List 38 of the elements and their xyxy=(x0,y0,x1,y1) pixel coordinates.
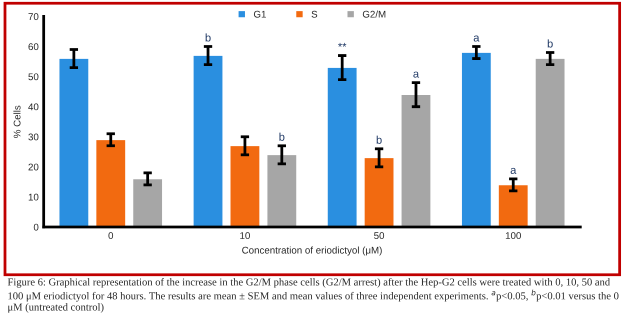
legend-label: G1 xyxy=(254,10,266,18)
x-tick-label: 10 xyxy=(240,232,250,240)
data-label: a xyxy=(413,72,420,78)
bar xyxy=(327,67,358,228)
y-tick-label: 20 xyxy=(28,164,38,170)
data-label: b xyxy=(376,136,382,144)
x-axis-title: Concentration of eriodictyol (μM) xyxy=(242,246,382,256)
y-tick-label: 50 xyxy=(28,73,38,80)
y-tick-label: 60 xyxy=(28,43,38,50)
bar xyxy=(58,58,89,228)
bar xyxy=(400,94,432,228)
data-label: a xyxy=(474,35,480,42)
bar xyxy=(364,157,394,228)
data-label: ** xyxy=(338,42,346,47)
bar xyxy=(132,178,163,228)
bar xyxy=(96,139,126,228)
legend-label: G2/M xyxy=(362,10,386,18)
y-tick-label: 70 xyxy=(28,13,38,20)
legend-label: S xyxy=(312,10,318,18)
bar xyxy=(498,184,528,228)
bar xyxy=(535,58,566,228)
y-tick-label: 40 xyxy=(28,103,38,110)
data-label: b xyxy=(279,132,284,141)
bar xyxy=(230,145,260,228)
y-tick-label: 10 xyxy=(28,194,38,201)
data-label: b xyxy=(548,39,553,48)
text: Figure 6: Graphical representation of the increase in the G2/M phase cells (G2/M arrest) after the Hep-G2 cells were treated with 0, 10, 50 and 100 μM eriodictyol for 48 hours. The results are mean ± SEM and mean values of three independent experiments. $^{a}$p<0.05, $^{b}$p<0.01 versus the 0 μM (untreated control) xyxy=(8,278,619,313)
bar xyxy=(266,154,297,228)
data-label: b xyxy=(206,33,211,42)
bar xyxy=(192,55,224,228)
x-tick-label: 50 xyxy=(374,232,384,240)
y-tick-label: 0 xyxy=(34,224,38,231)
data-label: a xyxy=(510,168,516,174)
y-axis-title: % Cells xyxy=(13,106,21,138)
bar xyxy=(461,52,492,228)
x-tick-label: 0 xyxy=(108,232,114,240)
y-tick-label: 30 xyxy=(28,134,38,140)
x-tick-label: 100 xyxy=(506,232,521,240)
